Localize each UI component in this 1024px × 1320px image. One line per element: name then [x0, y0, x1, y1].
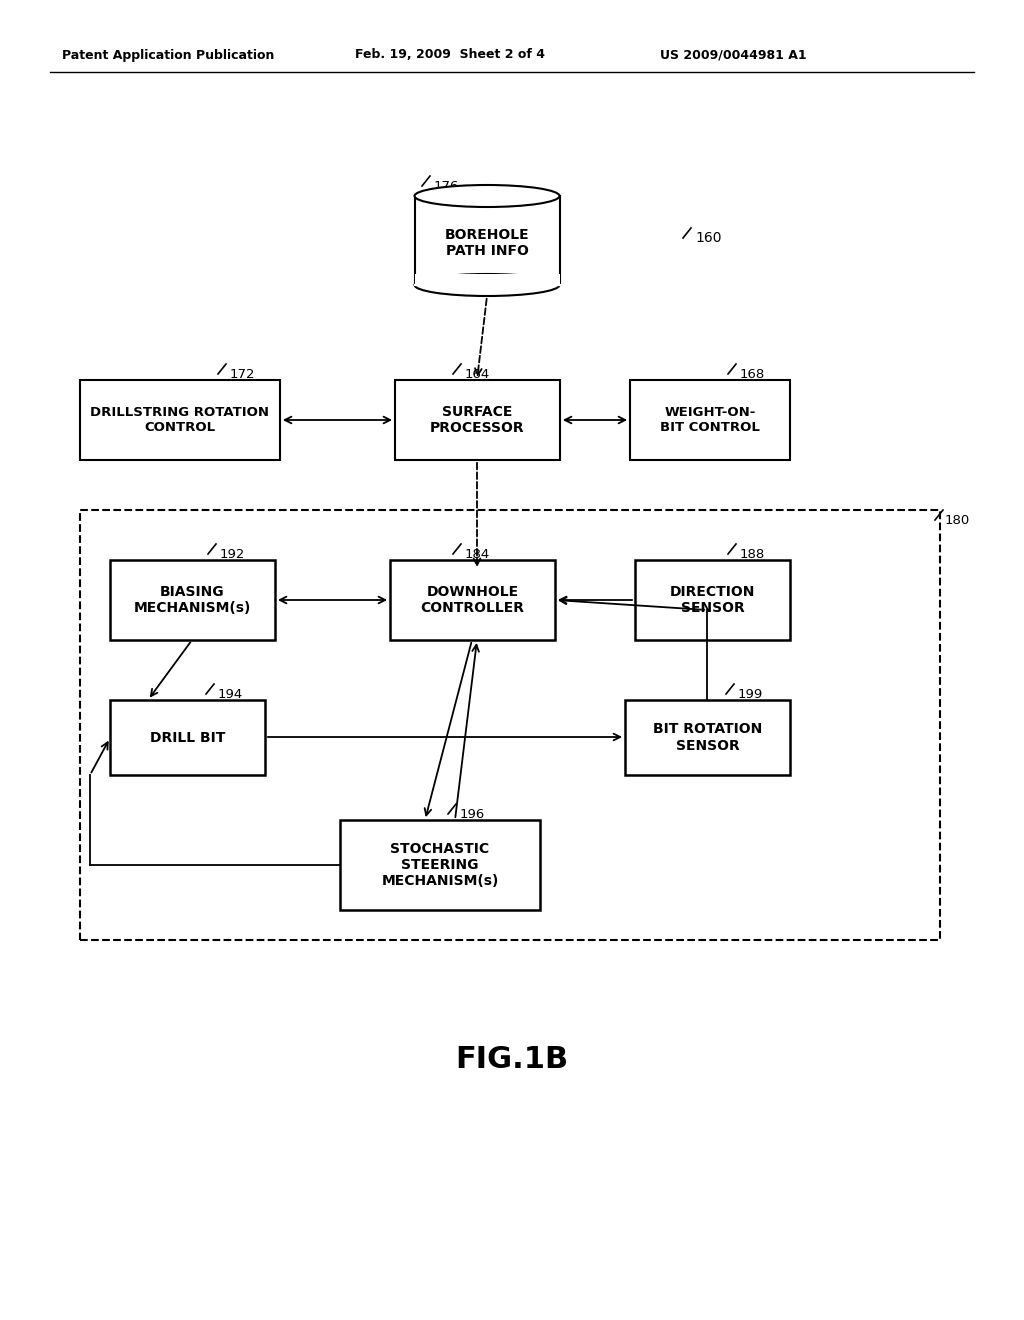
Bar: [80, 510, 940, 940]
Text: Feb. 19, 2009  Sheet 2 of 4: Feb. 19, 2009 Sheet 2 of 4: [355, 49, 545, 62]
Text: SURFACE
PROCESSOR: SURFACE PROCESSOR: [430, 405, 525, 436]
Ellipse shape: [415, 275, 559, 296]
Text: BOREHOLE
PATH INFO: BOREHOLE PATH INFO: [444, 228, 529, 259]
Text: 160: 160: [695, 231, 722, 246]
Text: US 2009/0044981 A1: US 2009/0044981 A1: [660, 49, 807, 62]
Text: 176: 176: [434, 180, 460, 193]
Text: 194: 194: [218, 688, 244, 701]
Ellipse shape: [415, 185, 559, 207]
Bar: [395, 380, 560, 459]
Text: 164: 164: [465, 367, 490, 380]
Text: 184: 184: [465, 548, 490, 561]
Text: 168: 168: [740, 367, 765, 380]
Bar: [390, 560, 555, 640]
Bar: [340, 820, 540, 909]
Bar: [80, 380, 280, 459]
Text: DRILL BIT: DRILL BIT: [150, 730, 225, 744]
Text: DRILLSTRING ROTATION
CONTROL: DRILLSTRING ROTATION CONTROL: [90, 407, 269, 434]
Text: 196: 196: [460, 808, 485, 821]
Text: 188: 188: [740, 548, 765, 561]
Text: WEIGHT-ON-
BIT CONTROL: WEIGHT-ON- BIT CONTROL: [660, 407, 760, 434]
Text: BIT ROTATION
SENSOR: BIT ROTATION SENSOR: [653, 722, 762, 752]
Text: FIG.1B: FIG.1B: [456, 1045, 568, 1074]
Text: 180: 180: [945, 513, 971, 527]
Text: DOWNHOLE
CONTROLLER: DOWNHOLE CONTROLLER: [421, 585, 524, 615]
Text: 199: 199: [738, 688, 763, 701]
Bar: [625, 700, 790, 775]
Bar: [110, 700, 265, 775]
Bar: [630, 380, 790, 459]
Bar: [635, 560, 790, 640]
Text: BIASING
MECHANISM(s): BIASING MECHANISM(s): [134, 585, 251, 615]
Text: 172: 172: [230, 367, 256, 380]
Text: DIRECTION
SENSOR: DIRECTION SENSOR: [670, 585, 755, 615]
Bar: [415, 275, 560, 285]
Bar: [110, 560, 275, 640]
Text: 192: 192: [220, 548, 246, 561]
Bar: [415, 195, 560, 285]
Text: Patent Application Publication: Patent Application Publication: [62, 49, 274, 62]
Text: STOCHASTIC
STEERING
MECHANISM(s): STOCHASTIC STEERING MECHANISM(s): [381, 842, 499, 888]
